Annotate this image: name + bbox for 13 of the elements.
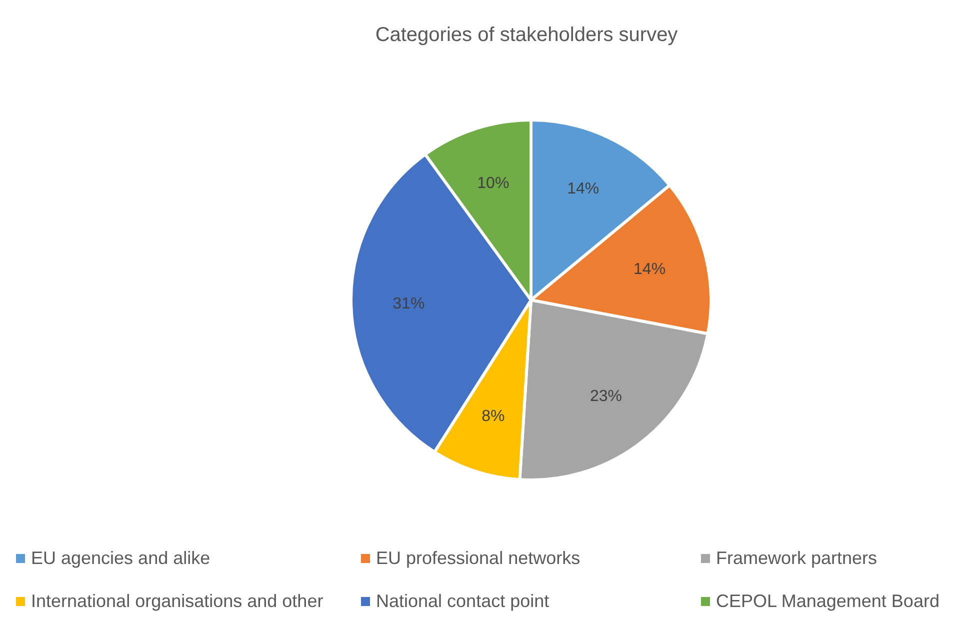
chart-title: Categories of stakeholders survey [374,24,679,47]
data-label: 31% [392,295,425,312]
data-label: 14% [567,180,600,198]
data-label: 23% [590,388,622,406]
legend-label: International organisations and other [31,591,324,612]
legend-label: CEPOL Management Board [716,591,940,612]
data-label: 14% [634,261,666,278]
legend-label: National contact point [376,591,550,612]
data-label: 8% [482,408,505,425]
legend-label: Framework partners [716,548,878,569]
legend-label: EU agencies and alike [31,548,210,569]
data-label: 10% [477,175,510,192]
legend-label: EU professional networks [376,548,580,569]
